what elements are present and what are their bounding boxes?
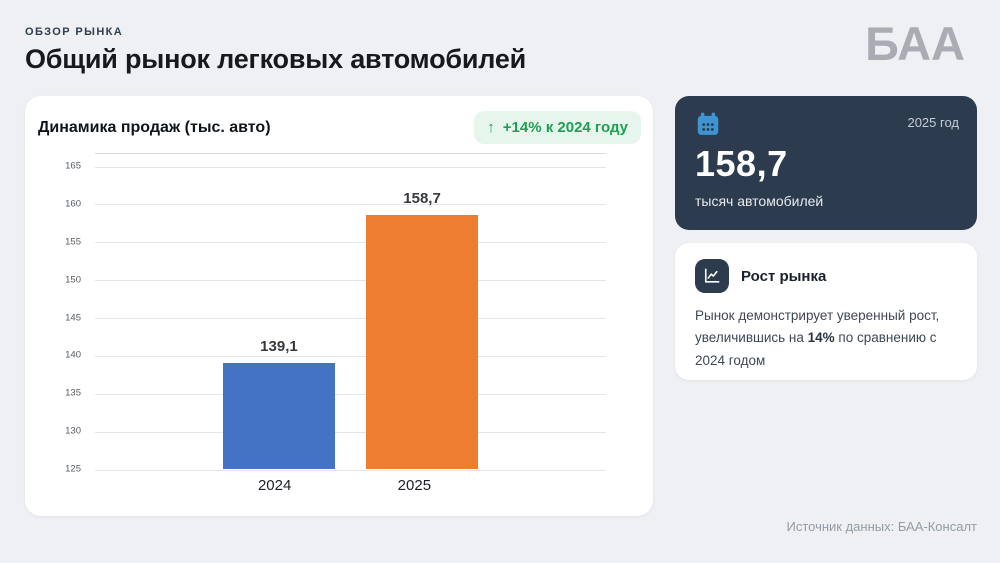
gridline: [95, 204, 606, 206]
growth-badge-label: +14% к 2024 году: [502, 119, 628, 136]
chart-header: Динамика продаж (тыс. авто) ↑ +14% к 202…: [25, 96, 653, 144]
x-axis: 2024 2025: [95, 471, 594, 501]
kpi-value: 158,7: [695, 143, 788, 184]
data-source-note: Источник данных: БАА-Консалт: [786, 519, 977, 534]
up-arrow-icon: ↑: [487, 119, 495, 136]
growth-text-after: по сравнению с 2024 годом: [695, 330, 937, 368]
bar-value-label: 158,7: [403, 189, 441, 207]
sales-chart-card: Динамика продаж (тыс. авто) ↑ +14% к 202…: [25, 96, 653, 516]
kpi-unit-label: тысяч автомобилей: [695, 193, 824, 209]
calendar-icon: [697, 112, 719, 135]
bar-chart: 125 130 135 140 145 150 155 160 165 139,1 158,7: [25, 153, 653, 475]
growth-text-bold: 14%: [807, 330, 835, 346]
gridline: [95, 393, 606, 395]
kpi-card-top-row: 2025 год: [695, 111, 959, 137]
growth-badge: ↑ +14% к 2024 году: [474, 111, 641, 144]
bar-2024: [222, 363, 335, 469]
gridline: [95, 355, 606, 357]
x-tick-label: 2024: [257, 477, 292, 494]
bar-value-label: 139,1: [260, 338, 298, 356]
y-tick-label: 145: [65, 312, 81, 323]
section-eyebrow: ОБЗОР РЫНКА: [25, 26, 124, 38]
y-tick-label: 155: [65, 236, 81, 248]
y-tick-label: 150: [65, 274, 81, 286]
gridline: [95, 280, 606, 282]
kpi-card-2025: 2025 год 158,7 тысяч автомобилей: [675, 96, 977, 230]
market-growth-card: Рост рынка Рынок демонстрирует уверенный…: [675, 243, 977, 380]
growth-card-title: Рост рынка: [741, 267, 827, 285]
growth-text-before: Рынок демонстрирует уверенный рост, увел…: [695, 308, 940, 346]
gridline: [95, 318, 606, 319]
gridline: [95, 166, 606, 168]
plot-area: 139,1 158,7: [95, 153, 606, 471]
bar-2025: [366, 214, 479, 469]
x-tick-label: 2025: [397, 477, 432, 494]
chart-title: Динамика продаж (тыс. авто): [38, 118, 271, 136]
header: ОБЗОР РЫНКА Общий рынок легковых автомоб…: [25, 20, 975, 75]
kpi-period-label: 2025 год: [907, 115, 959, 130]
y-tick-label: 165: [65, 160, 81, 172]
y-tick-label: 125: [65, 463, 81, 475]
trend-chart-icon: [704, 268, 720, 283]
gridline: [95, 431, 606, 433]
y-tick-label: 135: [65, 387, 81, 399]
y-tick-label: 140: [65, 349, 81, 361]
y-tick-label: 130: [65, 425, 81, 437]
company-logo: БАА: [865, 17, 965, 70]
y-axis: 125 130 135 140 145 150 155 160 165: [38, 153, 88, 475]
trend-icon-box: [695, 259, 729, 293]
gridline: [95, 469, 606, 471]
growth-card-text: Рынок демонстрирует уверенный рост, увел…: [695, 305, 959, 372]
gridline: [95, 242, 606, 244]
growth-card-header: Рост рынка: [695, 259, 959, 293]
page-title: Общий рынок легковых автомобилей: [25, 44, 527, 74]
y-tick-label: 160: [65, 198, 81, 210]
